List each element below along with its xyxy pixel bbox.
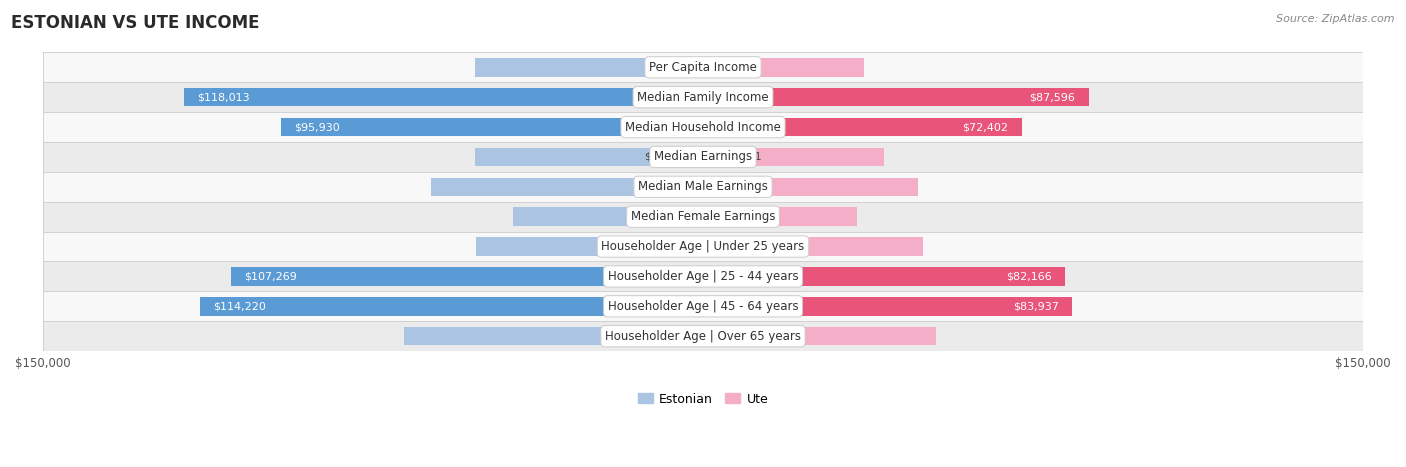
Bar xyxy=(42,52,1364,82)
Text: $87,596: $87,596 xyxy=(1029,92,1076,102)
Text: $83,937: $83,937 xyxy=(1014,301,1059,311)
Bar xyxy=(432,177,703,196)
Bar xyxy=(475,58,703,77)
Text: Per Capita Income: Per Capita Income xyxy=(650,61,756,74)
Text: Source: ZipAtlas.com: Source: ZipAtlas.com xyxy=(1277,14,1395,24)
Bar xyxy=(42,262,1364,291)
Text: $49,997: $49,997 xyxy=(716,241,762,252)
Bar xyxy=(42,202,1364,232)
Text: $34,960: $34,960 xyxy=(716,212,762,222)
Text: Median Male Earnings: Median Male Earnings xyxy=(638,180,768,193)
Bar xyxy=(42,112,1364,142)
Bar xyxy=(703,58,865,77)
Text: Householder Age | 45 - 64 years: Householder Age | 45 - 64 years xyxy=(607,300,799,313)
Text: $43,106: $43,106 xyxy=(644,212,690,222)
Bar xyxy=(42,291,1364,321)
Text: $118,013: $118,013 xyxy=(197,92,249,102)
Text: $114,220: $114,220 xyxy=(214,301,266,311)
Bar xyxy=(42,82,1364,112)
Bar xyxy=(513,207,703,226)
Text: $51,875: $51,875 xyxy=(644,62,690,72)
Bar xyxy=(703,237,924,256)
Text: $48,899: $48,899 xyxy=(716,182,762,192)
Legend: Estonian, Ute: Estonian, Ute xyxy=(633,388,773,410)
Text: $107,269: $107,269 xyxy=(245,271,297,282)
Text: Median Family Income: Median Family Income xyxy=(637,91,769,104)
Text: Median Female Earnings: Median Female Earnings xyxy=(631,210,775,223)
Text: ESTONIAN VS UTE INCOME: ESTONIAN VS UTE INCOME xyxy=(11,14,260,32)
Text: Median Household Income: Median Household Income xyxy=(626,120,780,134)
Bar xyxy=(703,88,1088,106)
Bar xyxy=(42,172,1364,202)
Text: Householder Age | Over 65 years: Householder Age | Over 65 years xyxy=(605,330,801,343)
Text: $72,402: $72,402 xyxy=(963,122,1008,132)
Text: $41,051: $41,051 xyxy=(716,152,762,162)
Bar xyxy=(184,88,703,106)
Text: $51,772: $51,772 xyxy=(644,152,690,162)
Bar xyxy=(231,267,703,286)
Bar xyxy=(703,177,918,196)
Text: Householder Age | 25 - 44 years: Householder Age | 25 - 44 years xyxy=(607,270,799,283)
Bar xyxy=(703,297,1073,316)
Bar xyxy=(703,207,856,226)
Bar xyxy=(477,237,703,256)
Bar xyxy=(703,118,1022,136)
Text: $36,651: $36,651 xyxy=(716,62,762,72)
Text: $51,523: $51,523 xyxy=(644,241,690,252)
Bar xyxy=(42,321,1364,351)
Text: $95,930: $95,930 xyxy=(294,122,340,132)
Text: $67,926: $67,926 xyxy=(644,331,690,341)
Bar xyxy=(703,148,884,166)
Bar xyxy=(281,118,703,136)
Bar xyxy=(475,148,703,166)
Text: Median Earnings: Median Earnings xyxy=(654,150,752,163)
Text: $82,166: $82,166 xyxy=(1005,271,1052,282)
Bar xyxy=(42,142,1364,172)
Text: Householder Age | Under 25 years: Householder Age | Under 25 years xyxy=(602,240,804,253)
Bar xyxy=(703,327,936,346)
Text: $52,949: $52,949 xyxy=(716,331,762,341)
Text: $61,710: $61,710 xyxy=(644,182,690,192)
Bar xyxy=(703,267,1064,286)
Bar xyxy=(200,297,703,316)
Bar xyxy=(42,232,1364,262)
Bar xyxy=(404,327,703,346)
